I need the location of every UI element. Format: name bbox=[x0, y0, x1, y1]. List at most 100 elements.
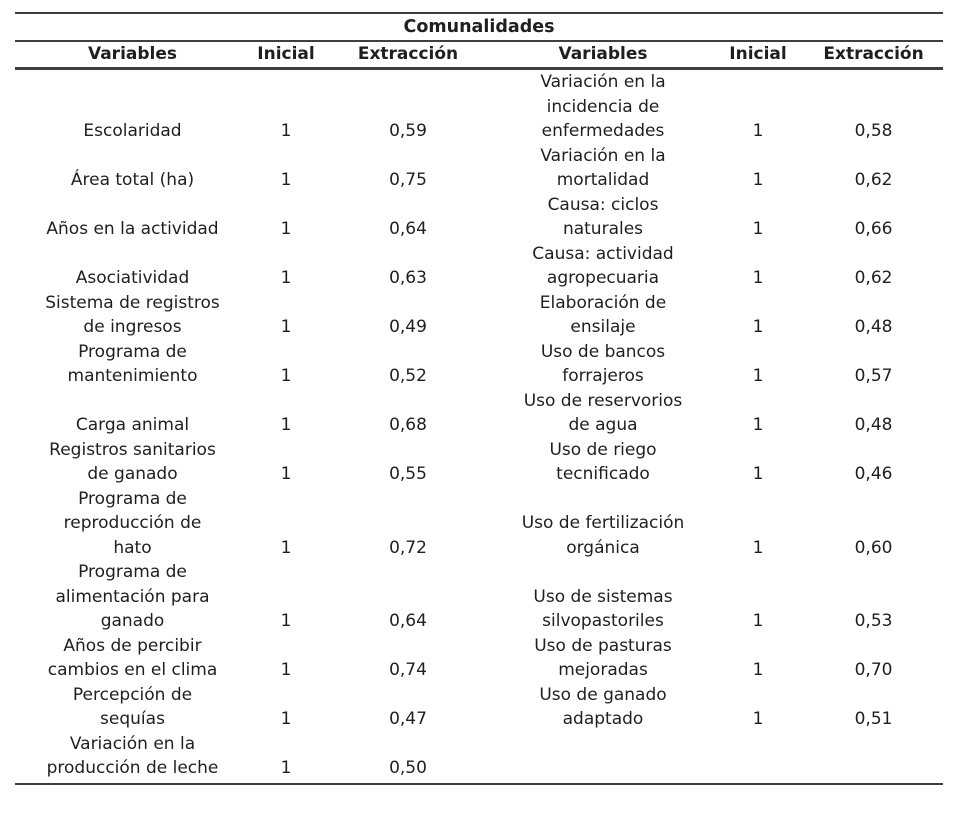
table-row: Programa de reproducción de hato 1 0,72 Uso… bbox=[15, 487, 943, 561]
left-extraccion-cell: 0,55 bbox=[389, 464, 427, 484]
header-variables-left: Variables bbox=[15, 41, 250, 70]
left-extraccion-cell: 0,68 bbox=[389, 415, 427, 435]
right-extraccion-cell: 0,66 bbox=[854, 219, 893, 239]
header-variables-right: Variables bbox=[494, 41, 712, 70]
left-variable-cell: Programa de alimentación para ganado bbox=[55, 562, 210, 631]
left-extraccion-cell: 0,47 bbox=[389, 709, 427, 729]
right-variable-cell: Variación en la incidencia de enfermedad… bbox=[540, 72, 666, 141]
right-inicial-cell: 1 bbox=[752, 537, 764, 558]
left-inicial-cell: 1 bbox=[280, 121, 292, 141]
right-inicial-cell: 1 bbox=[752, 268, 764, 288]
left-extraccion-cell: 0,49 bbox=[389, 317, 427, 337]
header-extraccion-left: Extracción bbox=[322, 41, 494, 70]
right-variable-cell: Uso de reservorios de agua bbox=[523, 390, 683, 436]
right-inicial-cell: 1 bbox=[752, 611, 764, 631]
table-header-row: Variables Inicial Extracción Variables I… bbox=[15, 41, 944, 70]
right-extraccion-cell: 0,70 bbox=[854, 660, 893, 680]
right-variable-cell bbox=[494, 731, 712, 785]
left-variable-cell: Años en la actividad bbox=[46, 219, 219, 239]
left-variable-cell: Programa de mantenimiento bbox=[67, 341, 198, 387]
left-variable-cell: Escolaridad bbox=[83, 121, 182, 141]
right-inicial-cell: 1 bbox=[752, 660, 764, 680]
right-extraccion-cell bbox=[804, 731, 944, 785]
table-row: Variación en la producción de leche 1 0,50 bbox=[15, 731, 944, 785]
communalities-table: Comunalidades Variables Inicial Extracci… bbox=[15, 12, 944, 785]
page: Comunalidades Variables Inicial Extracci… bbox=[0, 12, 958, 825]
table-row: Percepción de sequías 1 0,47 Uso de ganado … bbox=[15, 683, 943, 732]
right-extraccion-cell: 0,46 bbox=[854, 464, 893, 484]
table-title-row: Comunalidades bbox=[15, 13, 944, 42]
left-extraccion-cell: 0,63 bbox=[389, 268, 427, 288]
right-variable-cell: Uso de fertilización orgánica bbox=[521, 513, 685, 558]
table-row: Programa de alimentación para ganado 1 0,6… bbox=[15, 560, 943, 634]
table-row: Años de percibir cambios en el clima 1 0,7… bbox=[15, 634, 943, 683]
right-extraccion-cell: 0,58 bbox=[854, 121, 893, 141]
right-variable-cell: Variación en la mortalidad bbox=[540, 145, 666, 191]
left-variable-cell: Variación en la producción de leche bbox=[15, 731, 250, 785]
left-extraccion-cell: 0,50 bbox=[322, 731, 494, 785]
left-inicial-cell: 1 bbox=[280, 219, 292, 239]
left-inicial-cell: 1 bbox=[280, 170, 292, 190]
left-variable-cell: Sistema de registros de ingresos bbox=[45, 292, 220, 338]
left-extraccion-cell: 0,72 bbox=[389, 537, 427, 558]
left-variable-cell: Percepción de sequías bbox=[72, 684, 193, 730]
right-variable-cell: Uso de bancos forrajeros bbox=[540, 341, 666, 387]
right-variable-cell: Uso de riego tecnificado bbox=[549, 439, 657, 485]
right-inicial-cell: 1 bbox=[752, 415, 764, 435]
left-variable-cell: Programa de reproducción de hato bbox=[63, 488, 202, 558]
left-inicial-cell: 1 bbox=[280, 268, 292, 288]
header-extraccion-right: Extracción bbox=[804, 41, 944, 70]
right-extraccion-cell: 0,48 bbox=[854, 317, 893, 337]
right-inicial-cell: 1 bbox=[752, 317, 764, 337]
right-variable-cell: Uso de ganado adaptado bbox=[539, 684, 667, 730]
left-inicial-cell: 1 bbox=[280, 317, 292, 337]
left-variable-cell: Años de percibir cambios en el clima bbox=[47, 635, 218, 681]
table-row: Registros sanitarios de ganado 1 0,55 Uso d… bbox=[15, 438, 943, 487]
left-extraccion-cell: 0,74 bbox=[389, 660, 427, 680]
table-body: Escolaridad 1 0,59 Variación en la incidenc… bbox=[15, 69, 944, 785]
table-row: Carga animal 1 0,68 Uso de reservorios de a… bbox=[15, 389, 943, 438]
header-inicial-right: Inicial bbox=[712, 41, 804, 70]
header-inicial-left: Inicial bbox=[250, 41, 322, 70]
right-extraccion-cell: 0,48 bbox=[854, 415, 893, 435]
right-inicial-cell: 1 bbox=[752, 366, 764, 386]
right-inicial-cell: 1 bbox=[752, 219, 764, 239]
left-extraccion-cell: 0,64 bbox=[389, 611, 427, 631]
right-variable-cell: Causa: actividad agropecuaria bbox=[532, 243, 674, 289]
left-variable-cell: Registros sanitarios de ganado bbox=[49, 439, 216, 485]
right-inicial-cell: 1 bbox=[752, 464, 764, 484]
right-variable-cell: Uso de pasturas mejoradas bbox=[534, 635, 672, 681]
table-row: Área total (ha) 1 0,75 Variación en la mort… bbox=[15, 144, 943, 193]
table-row: Años en la actividad 1 0,64 Causa: ciclos n… bbox=[15, 193, 943, 242]
right-extraccion-cell: 0,62 bbox=[854, 170, 893, 190]
left-inicial-cell: 1 bbox=[280, 366, 292, 386]
table-row: Programa de mantenimiento 1 0,52 Uso de ban… bbox=[15, 340, 943, 389]
left-extraccion-cell: 0,64 bbox=[389, 219, 427, 239]
right-inicial-cell: 1 bbox=[752, 121, 764, 141]
right-extraccion-cell: 0,57 bbox=[854, 366, 893, 386]
table-row: Escolaridad 1 0,59 Variación en la incidenc… bbox=[15, 69, 943, 144]
right-extraccion-cell: 0,53 bbox=[854, 611, 893, 631]
left-extraccion-cell: 0,75 bbox=[389, 170, 427, 190]
table-title: Comunalidades bbox=[15, 13, 944, 42]
right-inicial-cell: 1 bbox=[752, 170, 764, 190]
right-extraccion-cell: 0,62 bbox=[854, 268, 893, 288]
left-inicial-cell: 1 bbox=[250, 731, 322, 785]
right-inicial-cell: 1 bbox=[752, 709, 764, 729]
table-row: Asociatividad 1 0,63 Causa: actividad agrop… bbox=[15, 242, 943, 291]
right-variable-cell: Uso de sistemas silvopastoriles bbox=[533, 586, 673, 632]
left-inicial-cell: 1 bbox=[280, 464, 292, 484]
right-variable-cell: Causa: ciclos naturales bbox=[547, 194, 659, 240]
left-inicial-cell: 1 bbox=[280, 537, 292, 558]
right-inicial-cell bbox=[712, 731, 804, 785]
table-row: Sistema de registros de ingresos 1 0,49 Ela… bbox=[15, 291, 943, 340]
left-variable-cell: Carga animal bbox=[75, 415, 190, 435]
left-extraccion-cell: 0,59 bbox=[389, 121, 427, 141]
left-inicial-cell: 1 bbox=[280, 660, 292, 680]
right-extraccion-cell: 0,51 bbox=[854, 709, 893, 729]
right-variable-cell: Elaboración de ensilaje bbox=[539, 292, 667, 338]
left-inicial-cell: 1 bbox=[280, 709, 292, 729]
left-extraccion-cell: 0,52 bbox=[389, 366, 427, 386]
left-variable-cell: Asociatividad bbox=[75, 268, 190, 288]
right-extraccion-cell: 0,60 bbox=[854, 537, 893, 558]
